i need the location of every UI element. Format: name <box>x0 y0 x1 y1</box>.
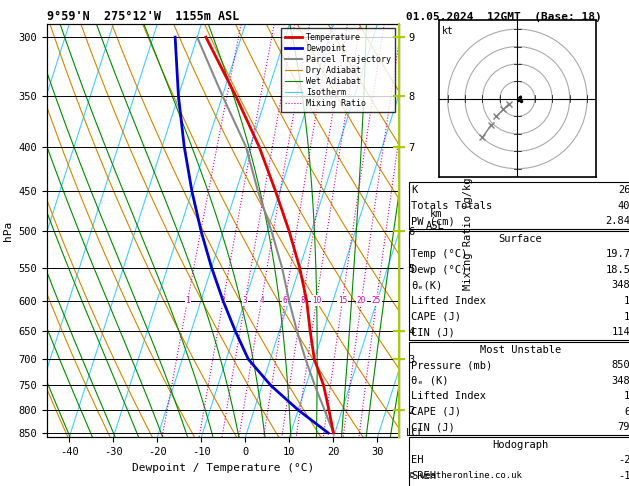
Text: 3: 3 <box>243 296 248 305</box>
Text: EH: EH <box>411 455 424 466</box>
X-axis label: Dewpoint / Temperature (°C): Dewpoint / Temperature (°C) <box>132 463 314 473</box>
Text: LCL: LCL <box>406 428 425 438</box>
Text: 01.05.2024  12GMT  (Base: 18): 01.05.2024 12GMT (Base: 18) <box>406 12 601 22</box>
Text: kt: kt <box>442 26 454 35</box>
Text: 4: 4 <box>259 296 264 305</box>
Y-axis label: hPa: hPa <box>3 221 13 241</box>
Text: 6: 6 <box>624 407 629 417</box>
Text: K: K <box>411 185 418 195</box>
Text: 850: 850 <box>611 360 629 370</box>
Text: 15: 15 <box>338 296 347 305</box>
Text: 2.84: 2.84 <box>605 216 629 226</box>
Text: θₑ(K): θₑ(K) <box>411 280 443 291</box>
Text: 2: 2 <box>221 296 226 305</box>
Text: 40: 40 <box>618 201 629 211</box>
Text: 1: 1 <box>624 296 629 306</box>
Text: 19.7: 19.7 <box>605 249 629 260</box>
Text: CIN (J): CIN (J) <box>411 327 455 337</box>
Text: 1: 1 <box>624 312 629 322</box>
Y-axis label: km
ASL: km ASL <box>426 209 445 231</box>
Text: 6: 6 <box>283 296 287 305</box>
Text: 114: 114 <box>611 327 629 337</box>
Text: 348: 348 <box>611 376 629 386</box>
Text: Lifted Index: Lifted Index <box>411 391 486 401</box>
Legend: Temperature, Dewpoint, Parcel Trajectory, Dry Adiabat, Wet Adiabat, Isotherm, Mi: Temperature, Dewpoint, Parcel Trajectory… <box>281 29 395 112</box>
Text: 8: 8 <box>300 296 305 305</box>
Text: Dewp (°C): Dewp (°C) <box>411 265 467 275</box>
Text: PW (cm): PW (cm) <box>411 216 455 226</box>
Text: 348: 348 <box>611 280 629 291</box>
Text: 10: 10 <box>312 296 321 305</box>
Text: 1: 1 <box>185 296 190 305</box>
Text: SREH: SREH <box>411 471 437 481</box>
Text: CAPE (J): CAPE (J) <box>411 407 461 417</box>
Text: CIN (J): CIN (J) <box>411 422 455 433</box>
Text: Temp (°C): Temp (°C) <box>411 249 467 260</box>
Text: -1: -1 <box>618 471 629 481</box>
Text: 9°59'N  275°12'W  1155m ASL: 9°59'N 275°12'W 1155m ASL <box>47 10 240 23</box>
Text: 26: 26 <box>618 185 629 195</box>
Text: Surface: Surface <box>499 234 542 244</box>
Text: Pressure (mb): Pressure (mb) <box>411 360 493 370</box>
Text: 1: 1 <box>624 391 629 401</box>
Text: Totals Totals: Totals Totals <box>411 201 493 211</box>
Text: -2: -2 <box>618 455 629 466</box>
Text: 25: 25 <box>372 296 381 305</box>
Text: Most Unstable: Most Unstable <box>480 345 561 355</box>
Text: Hodograph: Hodograph <box>493 440 548 450</box>
Y-axis label: Mixing Ratio (g/kg): Mixing Ratio (g/kg) <box>464 172 473 290</box>
Text: 20: 20 <box>357 296 366 305</box>
Text: Lifted Index: Lifted Index <box>411 296 486 306</box>
Text: 79: 79 <box>618 422 629 433</box>
Text: © weatheronline.co.uk: © weatheronline.co.uk <box>409 471 521 480</box>
Text: θₑ (K): θₑ (K) <box>411 376 449 386</box>
Text: 18.5: 18.5 <box>605 265 629 275</box>
Text: CAPE (J): CAPE (J) <box>411 312 461 322</box>
